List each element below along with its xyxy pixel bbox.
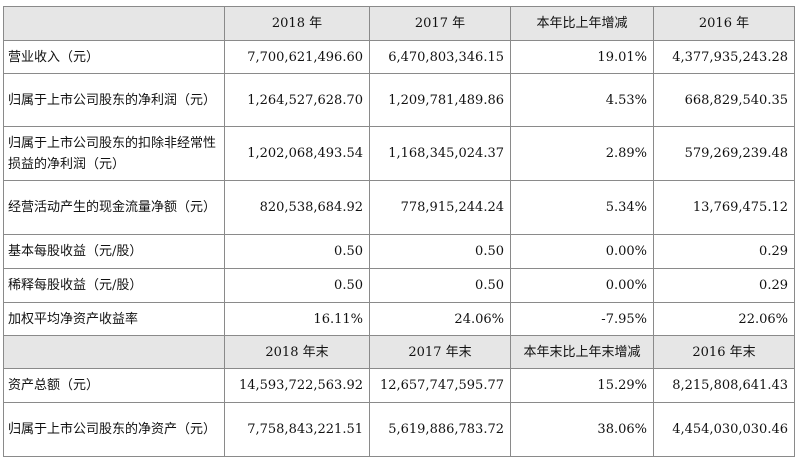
header-row-annual: 2018 年 2017 年 本年比上年增减 2016 年: [3, 6, 795, 41]
cell-2017: 778,915,244.24: [369, 180, 511, 235]
cell-2016: 0.29: [653, 268, 795, 303]
cell-change-end: 38.06%: [510, 402, 654, 457]
cell-change: 0.00%: [510, 268, 654, 303]
cell-2018: 7,700,621,496.60: [224, 40, 370, 74]
cell-2017: 1,209,781,489.86: [369, 73, 511, 127]
cell-2017: 0.50: [369, 268, 511, 303]
cell-2017: 0.50: [369, 234, 511, 269]
header-cell-2018: 2018 年: [224, 6, 370, 41]
cell-2017: 1,168,345,024.37: [369, 126, 511, 181]
table-row-net-profit-excl-nonrecurring: 归属于上市公司股东的扣除非经常性损益的净利润（元） 1,202,068,493.…: [3, 126, 795, 181]
header-cell-2016-end: 2016 年末: [653, 335, 795, 369]
row-label: 营业收入（元）: [3, 40, 225, 74]
cell-change-end: 15.29%: [510, 368, 654, 403]
cell-change: 2.89%: [510, 126, 654, 181]
row-label: 加权平均净资产收益率: [3, 302, 225, 336]
table-row-net-assets: 归属于上市公司股东的净资产（元） 7,758,843,221.51 5,619,…: [3, 402, 795, 457]
table-row-total-assets: 资产总额（元） 14,593,722,563.92 12,657,747,595…: [3, 368, 795, 403]
row-label: 经营活动产生的现金流量净额（元）: [3, 180, 225, 235]
table-row-net-profit: 归属于上市公司股东的净利润（元） 1,264,527,628.70 1,209,…: [3, 73, 795, 127]
header-cell-2016: 2016 年: [653, 6, 795, 41]
cell-2018: 0.50: [224, 268, 370, 303]
cell-2016: 668,829,540.35: [653, 73, 795, 127]
cell-2018: 1,202,068,493.54: [224, 126, 370, 181]
row-label: 归属于上市公司股东的净资产（元）: [3, 402, 225, 457]
cell-change: 0.00%: [510, 234, 654, 269]
cell-2017: 6,470,803,346.15: [369, 40, 511, 74]
table-row-diluted-eps: 稀释每股收益（元/股） 0.50 0.50 0.00% 0.29: [3, 268, 795, 303]
financial-summary-table: 2018 年 2017 年 本年比上年增减 2016 年 营业收入（元） 7,7…: [3, 6, 795, 457]
cell-2016: 4,377,935,243.28: [653, 40, 795, 74]
cell-2016-end: 4,454,030,030.46: [653, 402, 795, 457]
header-row-year-end: 2018 年末 2017 年末 本年末比上年末增减 2016 年末: [3, 335, 795, 369]
cell-2018-end: 14,593,722,563.92: [224, 368, 370, 403]
cell-2018: 16.11%: [224, 302, 370, 336]
cell-2018-end: 7,758,843,221.51: [224, 402, 370, 457]
cell-2016: 0.29: [653, 234, 795, 269]
row-label: 归属于上市公司股东的净利润（元）: [3, 73, 225, 127]
header-cell-2018-end: 2018 年末: [224, 335, 370, 369]
cell-2018: 1,264,527,628.70: [224, 73, 370, 127]
header-cell-2017-end: 2017 年末: [369, 335, 511, 369]
cell-2018: 0.50: [224, 234, 370, 269]
table-row-revenue: 营业收入（元） 7,700,621,496.60 6,470,803,346.1…: [3, 40, 795, 74]
table-row-basic-eps: 基本每股收益（元/股） 0.50 0.50 0.00% 0.29: [3, 234, 795, 269]
header-cell-change: 本年比上年增减: [510, 6, 654, 41]
cell-2016: 579,269,239.48: [653, 126, 795, 181]
cell-2016: 22.06%: [653, 302, 795, 336]
row-label: 资产总额（元）: [3, 368, 225, 403]
row-label: 稀释每股收益（元/股）: [3, 268, 225, 303]
header-cell-change-end: 本年末比上年末增减: [510, 335, 654, 369]
cell-2017-end: 12,657,747,595.77: [369, 368, 511, 403]
header-cell-blank: [3, 6, 225, 41]
header-cell-blank: [3, 335, 225, 369]
table-row-operating-cash-flow: 经营活动产生的现金流量净额（元） 820,538,684.92 778,915,…: [3, 180, 795, 235]
row-label: 基本每股收益（元/股）: [3, 234, 225, 269]
cell-2017-end: 5,619,886,783.72: [369, 402, 511, 457]
cell-change: 4.53%: [510, 73, 654, 127]
cell-change: 19.01%: [510, 40, 654, 74]
cell-change: 5.34%: [510, 180, 654, 235]
header-cell-2017: 2017 年: [369, 6, 511, 41]
cell-2016-end: 8,215,808,641.43: [653, 368, 795, 403]
cell-2016: 13,769,475.12: [653, 180, 795, 235]
row-label: 归属于上市公司股东的扣除非经常性损益的净利润（元）: [3, 126, 225, 181]
cell-2017: 24.06%: [369, 302, 511, 336]
cell-change: -7.95%: [510, 302, 654, 336]
table-row-weighted-roe: 加权平均净资产收益率 16.11% 24.06% -7.95% 22.06%: [3, 302, 795, 336]
cell-2018: 820,538,684.92: [224, 180, 370, 235]
